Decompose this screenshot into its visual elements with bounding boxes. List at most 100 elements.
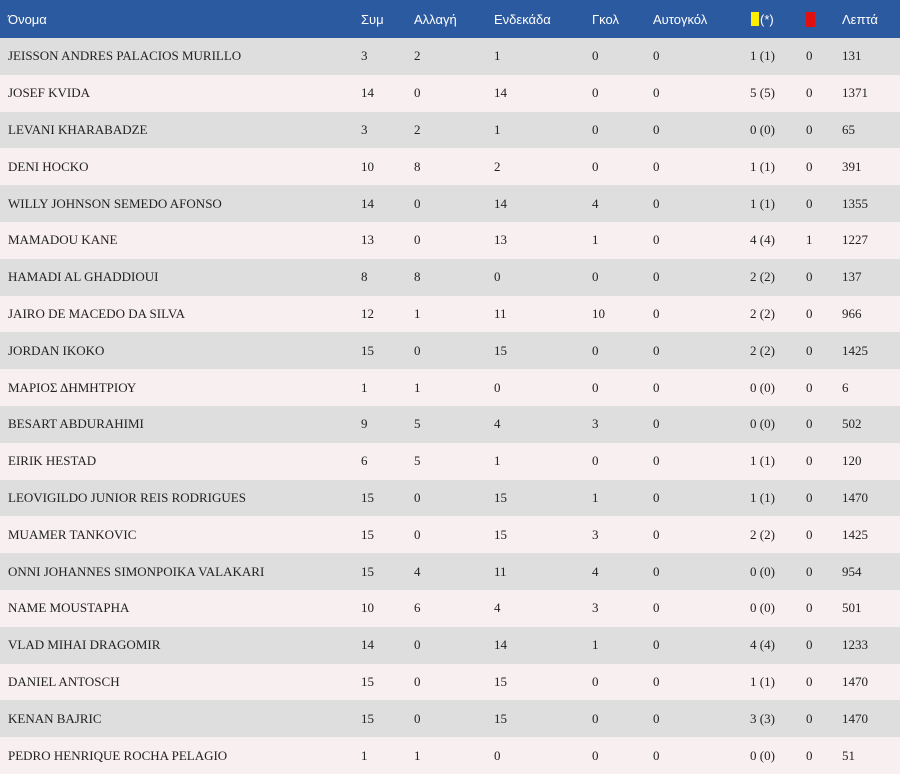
header-yellow-cards[interactable]: (*) <box>750 0 806 38</box>
cell-goals: 0 <box>592 673 599 689</box>
cell-goals: 4 <box>592 563 599 579</box>
table-row: LEOVIGILDO JUNIOR REIS RODRIGUES 15 0 15… <box>0 479 900 517</box>
cell-starts: 0 <box>494 379 501 395</box>
cell-red-cards: 0 <box>806 453 813 469</box>
cell-red-cards: 0 <box>806 489 813 505</box>
player-name[interactable]: DANIEL ANTOSCH <box>8 673 120 689</box>
player-name[interactable]: DENI HOCKO <box>8 158 89 174</box>
cell-red-cards: 0 <box>806 85 813 101</box>
cell-yellow-cards: 1 (1) <box>750 489 775 505</box>
table-row: JORDAN IKOKO 15 0 15 0 0 2 (2) 0 1425 <box>0 332 900 370</box>
cell-starts: 1 <box>494 453 501 469</box>
player-name[interactable]: ONNI JOHANNES SIMONPOIKA VALAKARI <box>8 563 265 579</box>
cell-apps: 15 <box>361 342 374 358</box>
cell-goals: 1 <box>592 637 599 653</box>
cell-red-cards: 0 <box>806 600 813 616</box>
cell-apps: 14 <box>361 637 374 653</box>
cell-yellow-cards: 0 (0) <box>750 747 775 763</box>
header-starts[interactable]: Ενδεκάδα <box>494 11 551 27</box>
player-name[interactable]: NAME MOUSTAPHA <box>8 600 130 616</box>
cell-own-goals: 0 <box>653 453 660 469</box>
header-subs[interactable]: Αλλαγή <box>414 11 457 27</box>
player-name[interactable]: LEOVIGILDO JUNIOR REIS RODRIGUES <box>8 489 246 505</box>
cell-yellow-cards: 1 (1) <box>750 48 775 64</box>
cell-yellow-cards: 1 (1) <box>750 453 775 469</box>
cell-red-cards: 0 <box>806 48 813 64</box>
player-name[interactable]: ΜΑΡΙΟΣ ΔΗΜΗΤΡΙΟΥ <box>8 379 137 395</box>
cell-yellow-cards: 5 (5) <box>750 85 775 101</box>
cell-subs: 0 <box>414 673 421 689</box>
cell-starts: 11 <box>494 305 507 321</box>
cell-apps: 15 <box>361 526 374 542</box>
player-name[interactable]: BESART ABDURAHIMI <box>8 416 144 432</box>
cell-yellow-cards: 1 (1) <box>750 673 775 689</box>
player-name[interactable]: JORDAN IKOKO <box>8 342 105 358</box>
cell-red-cards: 0 <box>806 673 813 689</box>
cell-own-goals: 0 <box>653 379 660 395</box>
cell-minutes: 1425 <box>842 342 868 358</box>
cell-goals: 0 <box>592 453 599 469</box>
header-minutes[interactable]: Λεπτά <box>842 11 878 27</box>
cell-minutes: 1425 <box>842 526 868 542</box>
cell-goals: 1 <box>592 232 599 248</box>
player-name[interactable]: WILLY JOHNSON SEMEDO AFONSO <box>8 195 222 211</box>
table-row: MAMADOU KANE 13 0 13 1 0 4 (4) 1 1227 <box>0 221 900 259</box>
cell-red-cards: 0 <box>806 342 813 358</box>
header-red-cards[interactable] <box>806 0 842 38</box>
cell-own-goals: 0 <box>653 342 660 358</box>
header-apps[interactable]: Συμ <box>361 11 384 27</box>
cell-subs: 1 <box>414 305 421 321</box>
cell-apps: 13 <box>361 232 374 248</box>
cell-starts: 11 <box>494 563 507 579</box>
player-name[interactable]: EIRIK HESTAD <box>8 453 97 469</box>
cell-yellow-cards: 0 (0) <box>750 416 775 432</box>
cell-subs: 0 <box>414 232 421 248</box>
player-name[interactable]: JEISSON ANDRES PALACIOS MURILLO <box>8 48 242 64</box>
player-name[interactable]: VLAD MIHAI DRAGOMIR <box>8 637 161 653</box>
cell-goals: 3 <box>592 600 599 616</box>
cell-own-goals: 0 <box>653 305 660 321</box>
player-name[interactable]: PEDRO HENRIQUE ROCHA PELAGIO <box>8 747 228 763</box>
table-row: LEVANI KHARABADZE 3 2 1 0 0 0 (0) 0 65 <box>0 111 900 149</box>
cell-minutes: 51 <box>842 747 855 763</box>
cell-yellow-cards: 0 (0) <box>750 121 775 137</box>
cell-starts: 15 <box>494 710 507 726</box>
cell-goals: 10 <box>592 305 605 321</box>
cell-apps: 10 <box>361 600 374 616</box>
player-name[interactable]: MAMADOU KANE <box>8 232 118 248</box>
cell-red-cards: 0 <box>806 305 813 321</box>
cell-starts: 2 <box>494 158 501 174</box>
cell-apps: 3 <box>361 121 368 137</box>
cell-red-cards: 0 <box>806 269 813 285</box>
cell-subs: 2 <box>414 48 421 64</box>
cell-own-goals: 0 <box>653 158 660 174</box>
cell-starts: 0 <box>494 747 501 763</box>
cell-yellow-cards: 0 (0) <box>750 379 775 395</box>
player-name[interactable]: MUAMER TANKOVIC <box>8 526 137 542</box>
cell-minutes: 137 <box>842 269 862 285</box>
table-row: NAME MOUSTAPHA 10 6 4 3 0 0 (0) 0 501 <box>0 589 900 627</box>
cell-subs: 0 <box>414 710 421 726</box>
header-goals[interactable]: Γκολ <box>592 11 619 27</box>
cell-own-goals: 0 <box>653 600 660 616</box>
cell-yellow-cards: 3 (3) <box>750 710 775 726</box>
header-name[interactable]: Όνομα <box>8 11 47 27</box>
cell-starts: 1 <box>494 48 501 64</box>
cell-subs: 1 <box>414 747 421 763</box>
header-yellow-suffix: (*) <box>760 12 774 27</box>
table-row: HAMADI AL GHADDIOUI 8 8 0 0 0 2 (2) 0 13… <box>0 258 900 296</box>
player-name[interactable]: LEVANI KHARABADZE <box>8 121 148 137</box>
player-name[interactable]: KENAN BAJRIC <box>8 710 102 726</box>
cell-own-goals: 0 <box>653 526 660 542</box>
player-name[interactable]: HAMADI AL GHADDIOUI <box>8 269 159 285</box>
cell-minutes: 1470 <box>842 489 868 505</box>
header-own-goals[interactable]: Αυτογκόλ <box>653 11 708 27</box>
cell-apps: 14 <box>361 85 374 101</box>
cell-own-goals: 0 <box>653 269 660 285</box>
player-name[interactable]: JAIRO DE MACEDO DA SILVA <box>8 305 185 321</box>
cell-yellow-cards: 0 (0) <box>750 563 775 579</box>
cell-own-goals: 0 <box>653 673 660 689</box>
player-name[interactable]: JOSEF KVIDA <box>8 85 90 101</box>
cell-starts: 4 <box>494 600 501 616</box>
